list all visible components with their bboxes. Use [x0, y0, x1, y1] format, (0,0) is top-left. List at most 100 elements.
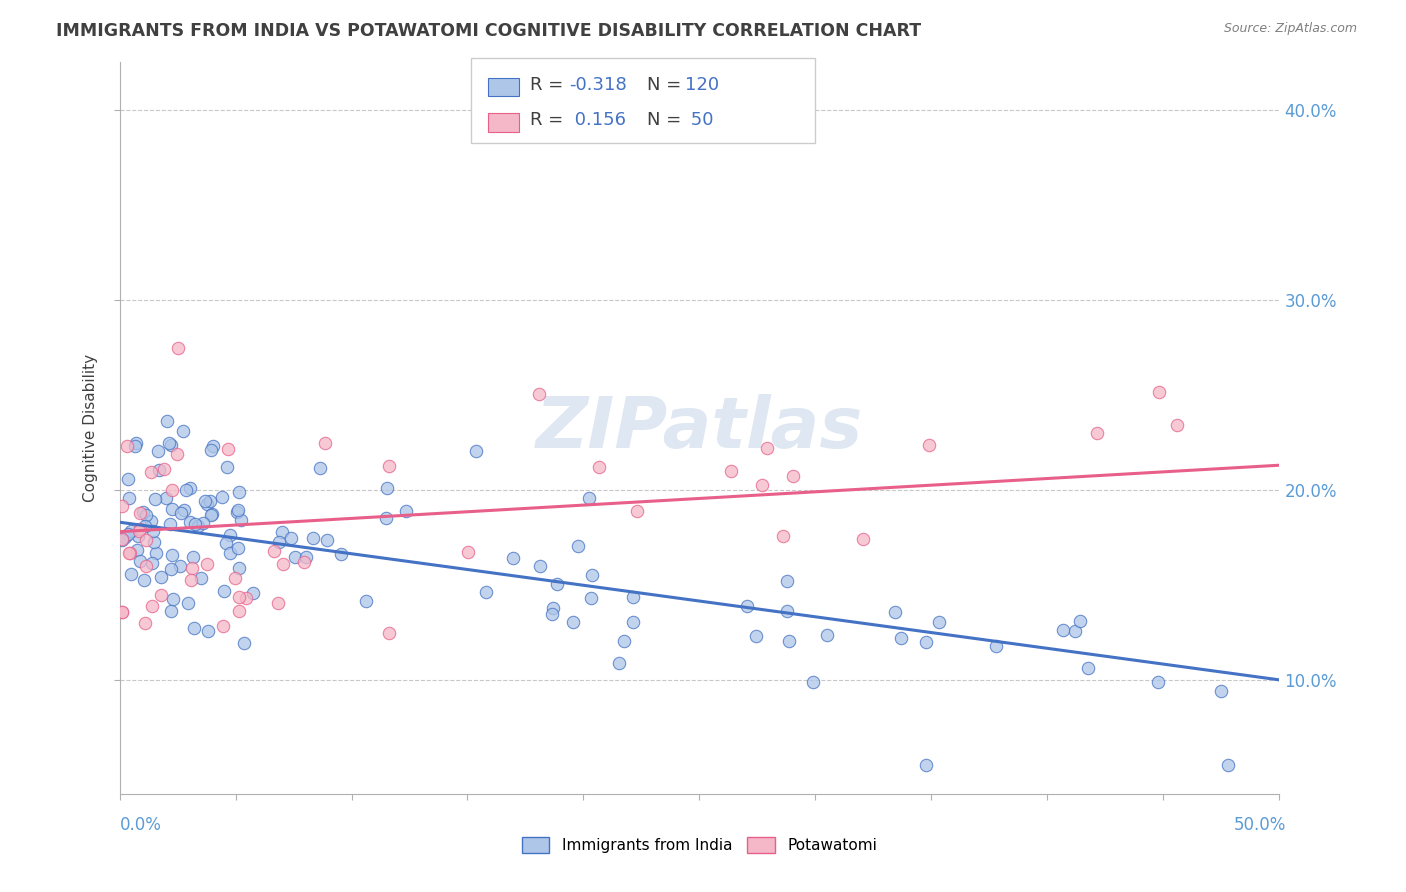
- Point: [135, 508, 157, 522]
- Point: [166, 447, 188, 461]
- Point: [127, 529, 149, 543]
- Point: [139, 514, 162, 528]
- Point: [395, 503, 418, 517]
- Point: [579, 591, 602, 606]
- Point: [1147, 674, 1170, 689]
- Point: [778, 633, 800, 648]
- Point: [1077, 661, 1099, 675]
- Point: [176, 596, 198, 610]
- Point: [169, 559, 191, 574]
- Point: [228, 502, 250, 516]
- Point: [588, 460, 610, 475]
- Point: [884, 605, 907, 619]
- Point: [918, 438, 941, 452]
- Point: [815, 628, 838, 642]
- Point: [1211, 684, 1233, 698]
- Point: [159, 517, 181, 532]
- Point: [173, 502, 195, 516]
- Point: [159, 604, 181, 618]
- Point: [228, 484, 250, 499]
- Point: [162, 483, 184, 497]
- Point: [457, 545, 479, 559]
- Point: [280, 531, 302, 545]
- Text: N =: N =: [647, 112, 686, 129]
- Point: [562, 615, 585, 629]
- Point: [889, 631, 911, 645]
- Point: [145, 546, 167, 560]
- Point: [232, 636, 254, 650]
- Point: [129, 522, 152, 536]
- Point: [128, 524, 150, 538]
- Point: [193, 516, 215, 530]
- Point: [111, 605, 134, 619]
- Y-axis label: Cognitive Disability: Cognitive Disability: [83, 354, 98, 502]
- Point: [228, 590, 250, 604]
- Point: [226, 505, 249, 519]
- Point: [197, 624, 219, 638]
- Point: [801, 674, 824, 689]
- Point: [314, 436, 336, 450]
- Point: [354, 594, 377, 608]
- Point: [1085, 426, 1108, 441]
- Text: 50: 50: [685, 112, 713, 129]
- Point: [162, 501, 184, 516]
- Point: [180, 574, 202, 588]
- Point: [775, 604, 797, 618]
- Point: [111, 605, 134, 619]
- Point: [301, 531, 323, 545]
- Point: [155, 414, 177, 428]
- Point: [914, 635, 936, 649]
- Point: [111, 532, 134, 546]
- Point: [375, 481, 398, 495]
- Point: [135, 533, 157, 547]
- Point: [160, 438, 183, 452]
- Point: [375, 511, 398, 525]
- Point: [772, 529, 794, 543]
- Point: [626, 504, 648, 518]
- Point: [219, 528, 242, 542]
- Point: [179, 515, 201, 529]
- Point: [141, 599, 163, 613]
- Text: 0.156: 0.156: [569, 112, 627, 129]
- Point: [295, 550, 318, 565]
- Point: [267, 535, 290, 549]
- Point: [612, 633, 634, 648]
- Point: [127, 543, 149, 558]
- Point: [546, 577, 568, 591]
- Point: [263, 544, 285, 558]
- Point: [162, 591, 184, 606]
- Point: [464, 444, 486, 458]
- Point: [228, 604, 250, 618]
- Point: [200, 494, 222, 508]
- Point: [118, 491, 141, 506]
- Point: [142, 524, 165, 538]
- Point: [623, 615, 645, 629]
- Point: [309, 461, 332, 475]
- Point: [527, 386, 550, 401]
- Point: [271, 557, 294, 571]
- Text: 120: 120: [685, 76, 718, 94]
- Point: [200, 443, 222, 458]
- Point: [118, 546, 141, 560]
- Point: [211, 490, 233, 504]
- Point: [201, 507, 224, 521]
- Point: [143, 535, 166, 549]
- Point: [271, 525, 294, 540]
- Point: [1069, 615, 1091, 629]
- Point: [174, 483, 197, 498]
- Point: [543, 601, 565, 615]
- Point: [529, 559, 551, 574]
- Point: [157, 436, 180, 450]
- Point: [745, 629, 768, 643]
- Point: [135, 558, 157, 573]
- Point: [229, 513, 252, 527]
- Point: [134, 519, 156, 533]
- Point: [284, 550, 307, 565]
- Point: [330, 547, 353, 561]
- Text: R =: R =: [530, 112, 569, 129]
- Point: [502, 551, 524, 566]
- Point: [124, 439, 146, 453]
- Point: [134, 615, 156, 630]
- Text: ZIPatlas: ZIPatlas: [536, 393, 863, 463]
- Point: [567, 539, 589, 553]
